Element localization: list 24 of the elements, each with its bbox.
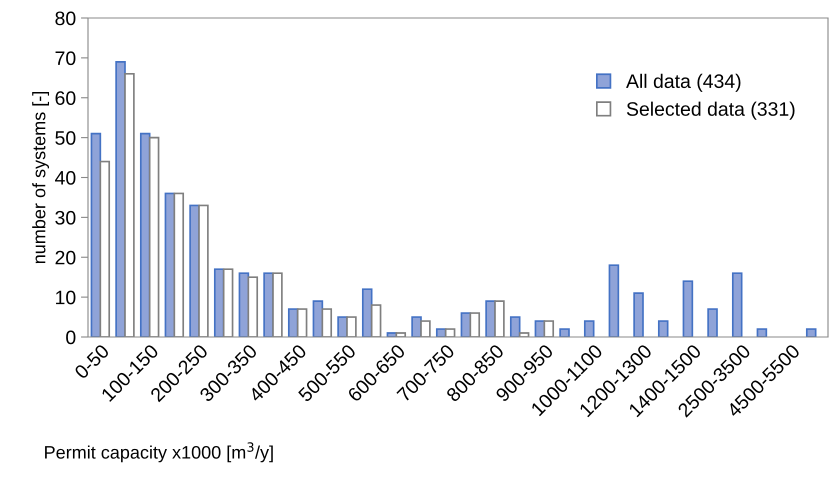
bar [510, 316, 520, 337]
y-tick-label: 0 [66, 330, 76, 344]
bar [584, 320, 594, 337]
bar [559, 328, 570, 337]
bar [658, 320, 668, 337]
y-tick-label: 60 [56, 91, 76, 105]
bar [756, 328, 768, 337]
bar [633, 292, 644, 337]
y-tick-label: 20 [56, 250, 76, 264]
y-tick-label: 70 [56, 51, 76, 66]
bar [682, 280, 694, 337]
bar [608, 264, 620, 337]
y-tick-label: 30 [55, 210, 76, 225]
legend-label: All data (434) [626, 74, 740, 92]
legend-label: Selected data (331) [626, 102, 795, 120]
y-tick-label: 50 [55, 131, 76, 145]
x-axis-title: Permit capacity x1000 [m$^{3}$/y] [45, 442, 273, 462]
y-axis-title: number of systems [-] [32, 92, 50, 264]
y-tick-label: 80 [55, 11, 76, 26]
y-tick-label: 40 [55, 170, 76, 185]
bar [732, 272, 742, 337]
bar [806, 328, 816, 337]
bar [707, 308, 718, 337]
y-tick-label: 10 [56, 290, 76, 304]
